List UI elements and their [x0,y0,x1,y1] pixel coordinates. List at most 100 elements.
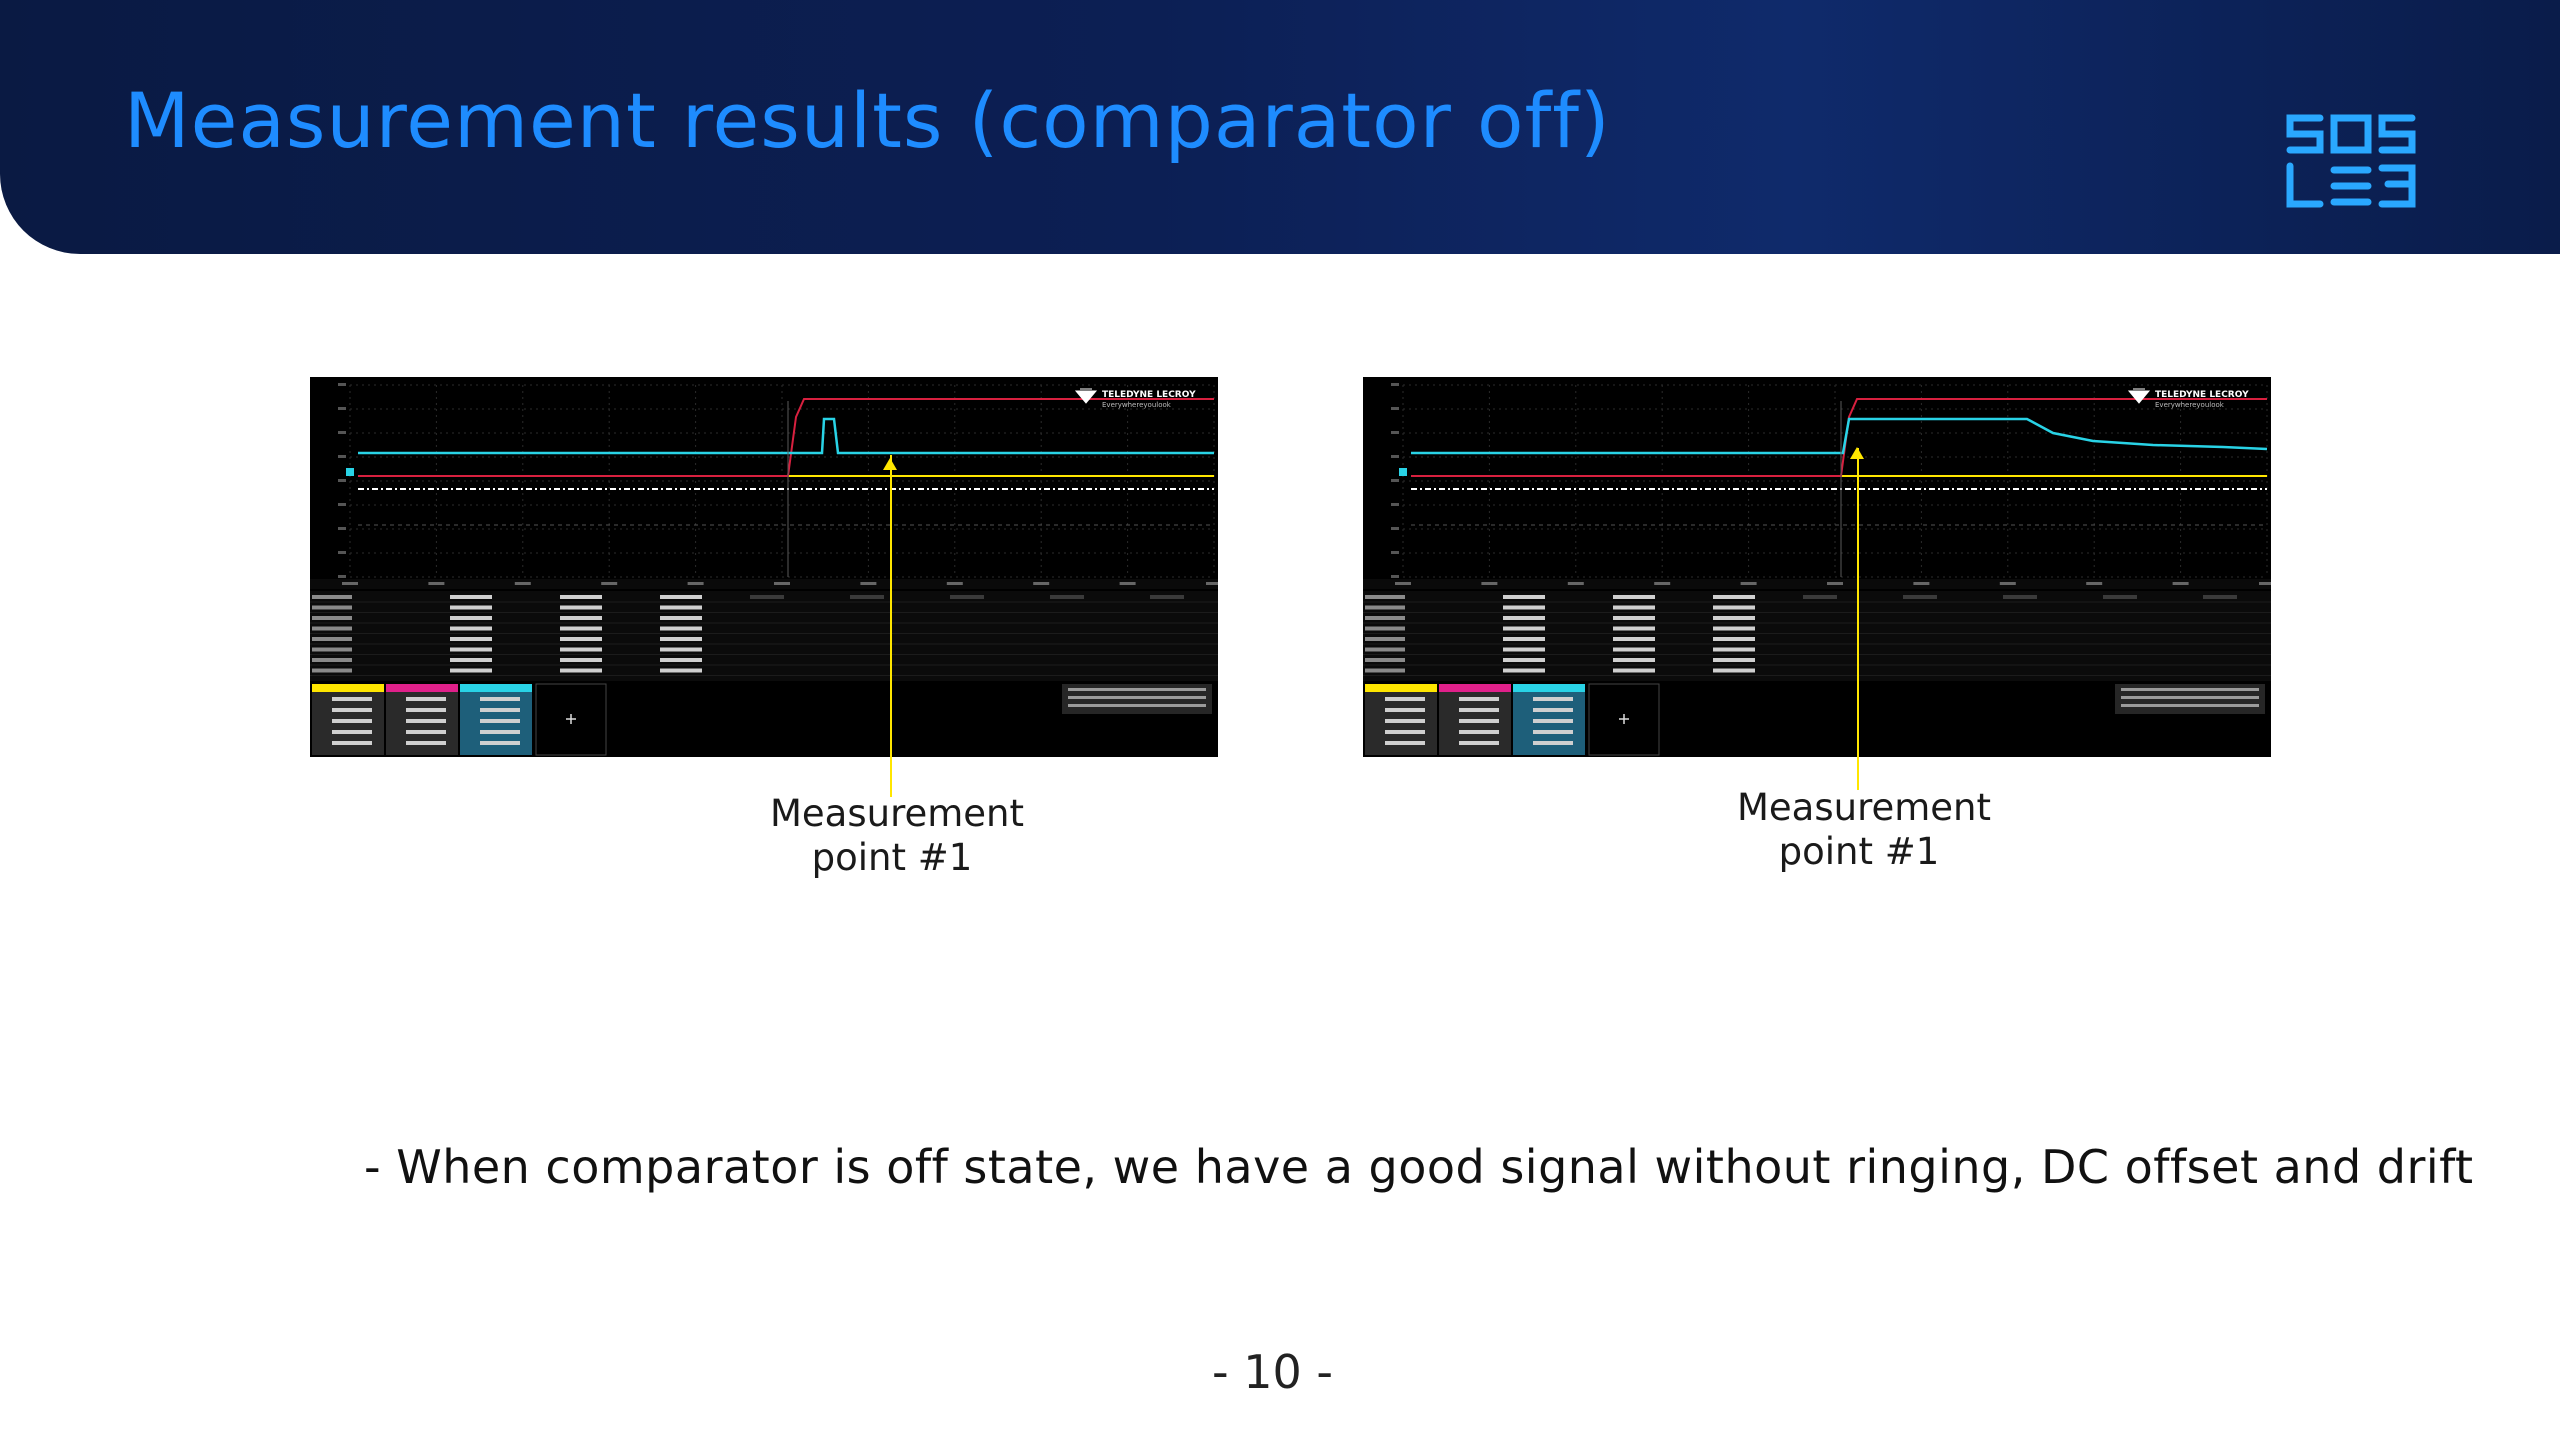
axis-tick [1391,575,1399,578]
time-tick [428,582,445,585]
measure-value [560,647,602,652]
axis-tick [338,503,346,506]
oscilloscope-screenshot-1: TELEDYNE LECROY Everywhereyoulook [310,377,1218,757]
channel-tab [312,684,384,692]
measure-value [560,616,602,620]
time-tick [2259,582,2271,585]
measure-value [660,668,702,673]
axis-tick [1391,455,1399,458]
axis-tick [338,551,346,554]
callout-label-2: Measurement point #1 [1737,786,1992,873]
red-trace [358,398,1214,477]
time-tick [1827,582,1843,585]
measure-value [1503,668,1545,673]
scope-tagline: Everywhereyoulook [2155,401,2225,409]
channel-marker [346,468,354,476]
time-tick [1481,582,1498,585]
plus-icon [1619,714,1629,724]
measure-col-header [1050,595,1084,599]
time-tick [1654,582,1671,585]
measure-value [660,595,702,599]
cyan-trace [1411,417,2268,455]
measure-col-header [2103,595,2137,599]
time-tick [946,582,963,585]
measure-value [560,658,602,662]
measure-value [450,668,492,673]
axis-tick [1391,431,1399,434]
channel-box [460,692,532,755]
measure-value [1503,626,1545,631]
time-tick [2086,582,2103,585]
axis-tick [338,479,346,482]
measure-row-label [312,595,352,599]
channel-value [1459,708,1499,712]
red-trace [1411,398,2267,477]
time-tick [1999,582,2016,585]
measure-value [560,668,602,673]
channel-value [480,697,520,701]
channel-value [1385,730,1425,734]
measure-value [660,637,702,641]
measure-row-label [312,647,352,652]
channel-box [1365,692,1437,755]
channel-value [1533,708,1573,712]
measure-col-header [1150,595,1184,599]
measure-value [660,658,702,662]
measure-value [1503,616,1545,620]
callout-label-1: Measurement point #1 [770,792,1025,879]
timebase-value [1068,696,1206,699]
measure-row-label [312,637,352,641]
channel-value [480,741,520,745]
measure-value [660,616,702,620]
measure-value [560,605,602,610]
measure-value [450,605,492,610]
measure-col-header [2203,595,2237,599]
measure-value [1613,637,1655,641]
measure-value [450,637,492,641]
axis-tick [1391,479,1399,482]
measure-value [660,647,702,652]
channel-box [386,692,458,755]
measure-row-label [312,668,352,673]
measure-value [1503,647,1545,652]
measure-row-label [312,658,352,662]
conclusion-text: - When comparator is off state, we have … [364,1140,2474,1194]
channel-value [332,730,372,734]
measure-value [1613,616,1655,620]
channel-value [332,697,372,701]
timebase-value [2121,704,2259,707]
axis-tick [338,383,346,386]
channel-value [1533,741,1573,745]
measure-value [660,605,702,610]
measure-value [1613,626,1655,631]
axis-tick [1391,407,1399,410]
channel-value [1459,741,1499,745]
timebase-value [1068,704,1206,707]
channel-value [332,708,372,712]
channel-box [1439,692,1511,755]
measure-value [1613,595,1655,599]
measure-col-header [1803,595,1837,599]
axis-tick [338,575,346,578]
channel-value [406,708,446,712]
axis-tick [338,407,346,410]
axis-tick [1391,383,1399,386]
channel-tab [460,684,532,692]
timebase-value [1068,688,1206,691]
time-axis-strip [310,579,1218,589]
measure-col-header [850,595,884,599]
time-tick [1033,582,1050,585]
channel-value [332,719,372,723]
scope-tagline: Everywhereyoulook [1102,401,1172,409]
channel-value [480,730,520,734]
plus-icon [566,714,576,724]
measure-col-header [2003,595,2037,599]
time-tick [2172,582,2189,585]
channel-value [480,719,520,723]
page-number: - 10 - [1212,1345,1333,1399]
measure-value [1713,637,1755,641]
measure-value [1713,626,1755,631]
measure-table [1363,591,2271,681]
channel-value [1385,719,1425,723]
